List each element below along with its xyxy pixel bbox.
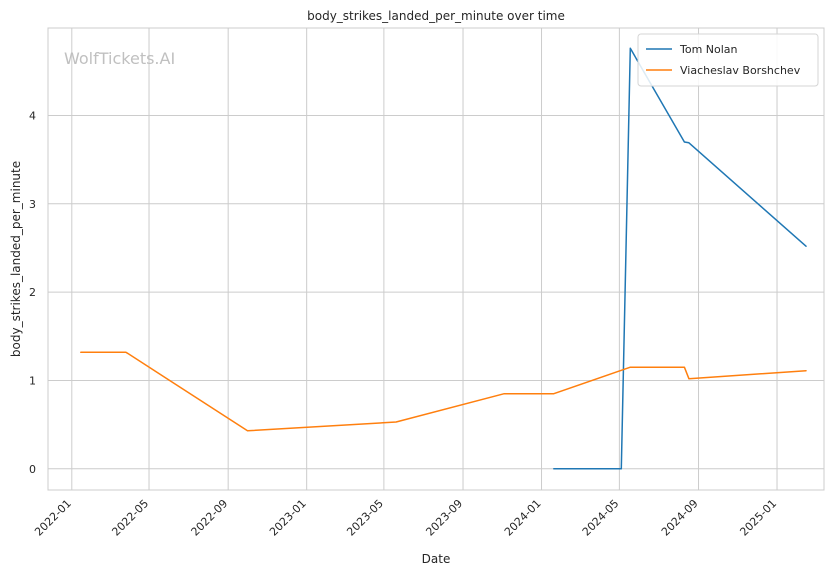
legend-box: [637, 33, 819, 87]
y-axis-label: body_strikes_landed_per_minute: [9, 161, 23, 357]
y-tick-label: 1: [29, 374, 36, 387]
grid-lines: [48, 28, 824, 490]
x-axis-label: Date: [422, 552, 451, 566]
series-lines: [80, 47, 807, 470]
legend-label: Viacheslav Borshchev: [680, 64, 801, 77]
legend-label: Tom Nolan: [679, 43, 738, 56]
chart-title: body_strikes_landed_per_minute over time: [307, 9, 565, 23]
y-tick-label: 2: [29, 286, 36, 299]
series-line: [553, 47, 807, 470]
y-tick-label: 4: [29, 109, 36, 122]
watermark: WolfTickets.AI: [64, 49, 175, 68]
y-tick-label: 3: [29, 198, 36, 211]
plot-frame: [47, 27, 825, 491]
y-tick-label: 0: [29, 463, 36, 476]
plot-area: [48, 28, 824, 490]
legend: Tom Nolan Viacheslav Borshchev: [637, 33, 819, 87]
series-line: [80, 351, 807, 432]
